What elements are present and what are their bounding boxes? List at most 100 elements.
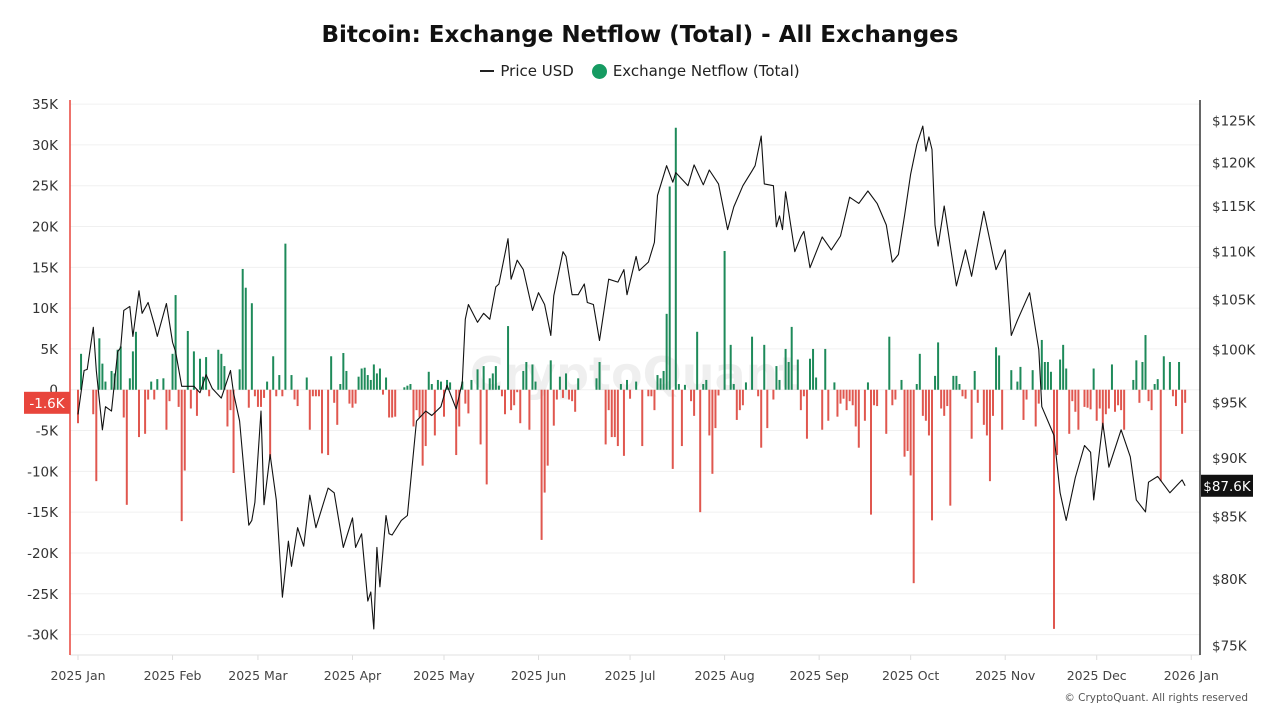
netflow-bar bbox=[455, 389, 458, 456]
netflow-bar bbox=[321, 389, 323, 454]
netflow-bar bbox=[308, 389, 311, 430]
netflow-bar bbox=[683, 384, 686, 390]
netflow-bar bbox=[799, 389, 802, 411]
y-right-tick-label: $125K bbox=[1212, 113, 1256, 129]
netflow-bar bbox=[1171, 389, 1174, 397]
netflow-bar bbox=[1083, 389, 1086, 407]
netflow-bar bbox=[409, 384, 412, 390]
netflow-bar bbox=[375, 373, 378, 390]
x-tick-label: 2025 Oct bbox=[882, 668, 939, 683]
netflow-bar bbox=[659, 378, 662, 390]
netflow-bar bbox=[650, 389, 653, 397]
netflow-bar bbox=[256, 389, 259, 407]
netflow-bar bbox=[217, 349, 220, 390]
x-tick-label: 2026 Jan bbox=[1164, 668, 1219, 683]
netflow-bar bbox=[174, 295, 177, 390]
netflow-bar bbox=[165, 389, 168, 430]
netflow-bar bbox=[351, 389, 354, 408]
netflow-bar bbox=[232, 389, 235, 473]
netflow-bar bbox=[955, 375, 958, 390]
netflow-bar bbox=[479, 389, 482, 445]
netflow-bar bbox=[516, 389, 519, 393]
current-netflow-badge bbox=[24, 391, 70, 414]
netflow-bar bbox=[317, 389, 320, 397]
netflow-bar bbox=[296, 389, 299, 407]
netflow-bar bbox=[571, 389, 574, 402]
netflow-bar bbox=[510, 389, 513, 411]
netflow-bar bbox=[1138, 389, 1141, 403]
netflow-bar bbox=[223, 366, 226, 390]
netflow-bar bbox=[1089, 389, 1092, 410]
netflow-bar bbox=[751, 336, 754, 390]
netflow-bar bbox=[677, 384, 680, 390]
legend-item-netflow[interactable]: Exchange Netflow (Total) bbox=[591, 62, 800, 80]
netflow-bar bbox=[964, 389, 967, 399]
netflow-bar bbox=[775, 366, 778, 390]
x-tick-label: 2025 Sep bbox=[789, 668, 848, 683]
netflow-bar bbox=[342, 353, 345, 390]
netflow-bar bbox=[293, 389, 296, 400]
x-tick-label: 2025 Jun bbox=[511, 668, 566, 683]
netflow-bar bbox=[168, 389, 171, 402]
netflow-bar bbox=[278, 375, 281, 390]
netflow-bar bbox=[177, 389, 180, 407]
netflow-bar bbox=[693, 389, 696, 416]
netflow-bar bbox=[406, 385, 409, 390]
y-right-tick-label: $110K bbox=[1212, 245, 1256, 261]
netflow-bar bbox=[281, 389, 284, 397]
netflow-bar bbox=[427, 371, 430, 390]
netflow-bar bbox=[1147, 389, 1150, 402]
netflow-bar bbox=[680, 389, 683, 447]
netflow-bar bbox=[982, 389, 985, 425]
netflow-bar bbox=[333, 389, 336, 403]
netflow-bar bbox=[253, 389, 256, 397]
netflow-bar bbox=[122, 389, 125, 418]
x-tick-label: 2025 May bbox=[413, 668, 475, 683]
netflow-bar bbox=[924, 389, 927, 421]
netflow-bar bbox=[717, 389, 720, 396]
netflow-bar bbox=[870, 389, 872, 515]
netflow-bar bbox=[1049, 371, 1052, 390]
netflow-bar bbox=[565, 373, 567, 390]
netflow-bar bbox=[443, 389, 445, 417]
netflow-bar bbox=[863, 389, 866, 421]
netflow-bar bbox=[607, 389, 610, 411]
netflow-bar bbox=[199, 358, 201, 390]
netflow-bar bbox=[613, 389, 616, 438]
netflow-bar bbox=[723, 250, 726, 390]
netflow-bar bbox=[973, 370, 976, 390]
netflow-bar bbox=[110, 370, 113, 390]
netflow-bar bbox=[1120, 389, 1123, 411]
netflow-bar bbox=[77, 389, 79, 424]
netflow-bar bbox=[119, 346, 122, 390]
netflow-bar bbox=[378, 368, 381, 390]
netflow-bar bbox=[595, 378, 598, 390]
y-left-tick-label: 10K bbox=[32, 301, 59, 317]
netflow-bar bbox=[568, 389, 571, 400]
price-line bbox=[77, 125, 1186, 630]
netflow-bar bbox=[1065, 368, 1068, 390]
netflow-bar bbox=[388, 389, 391, 418]
netflow-bar bbox=[153, 389, 156, 400]
legend-item-price[interactable]: Price USD bbox=[480, 62, 574, 80]
netflow-bar bbox=[412, 389, 415, 427]
netflow-bar bbox=[1025, 389, 1028, 400]
netflow-bar bbox=[992, 389, 994, 416]
y-left-tick-label: -30K bbox=[27, 628, 59, 644]
netflow-bar bbox=[183, 389, 186, 471]
netflow-bar bbox=[937, 342, 940, 390]
netflow-bar bbox=[622, 389, 625, 456]
netflow-bar bbox=[266, 381, 269, 390]
y-right-tick-label: $95K bbox=[1212, 395, 1248, 411]
x-tick-label: 2025 Dec bbox=[1067, 668, 1127, 683]
netflow-bar bbox=[360, 368, 363, 390]
netflow-bar bbox=[1037, 389, 1040, 404]
y-left-tick-label: 0 bbox=[49, 383, 58, 399]
netflow-bar bbox=[1123, 389, 1126, 430]
netflow-bar bbox=[461, 381, 464, 390]
netflow-bar bbox=[805, 389, 808, 439]
netflow-bar bbox=[305, 377, 308, 390]
current-netflow-label: -1.6K bbox=[29, 396, 65, 412]
netflow-bar bbox=[348, 389, 351, 404]
netflow-bar bbox=[336, 389, 339, 425]
